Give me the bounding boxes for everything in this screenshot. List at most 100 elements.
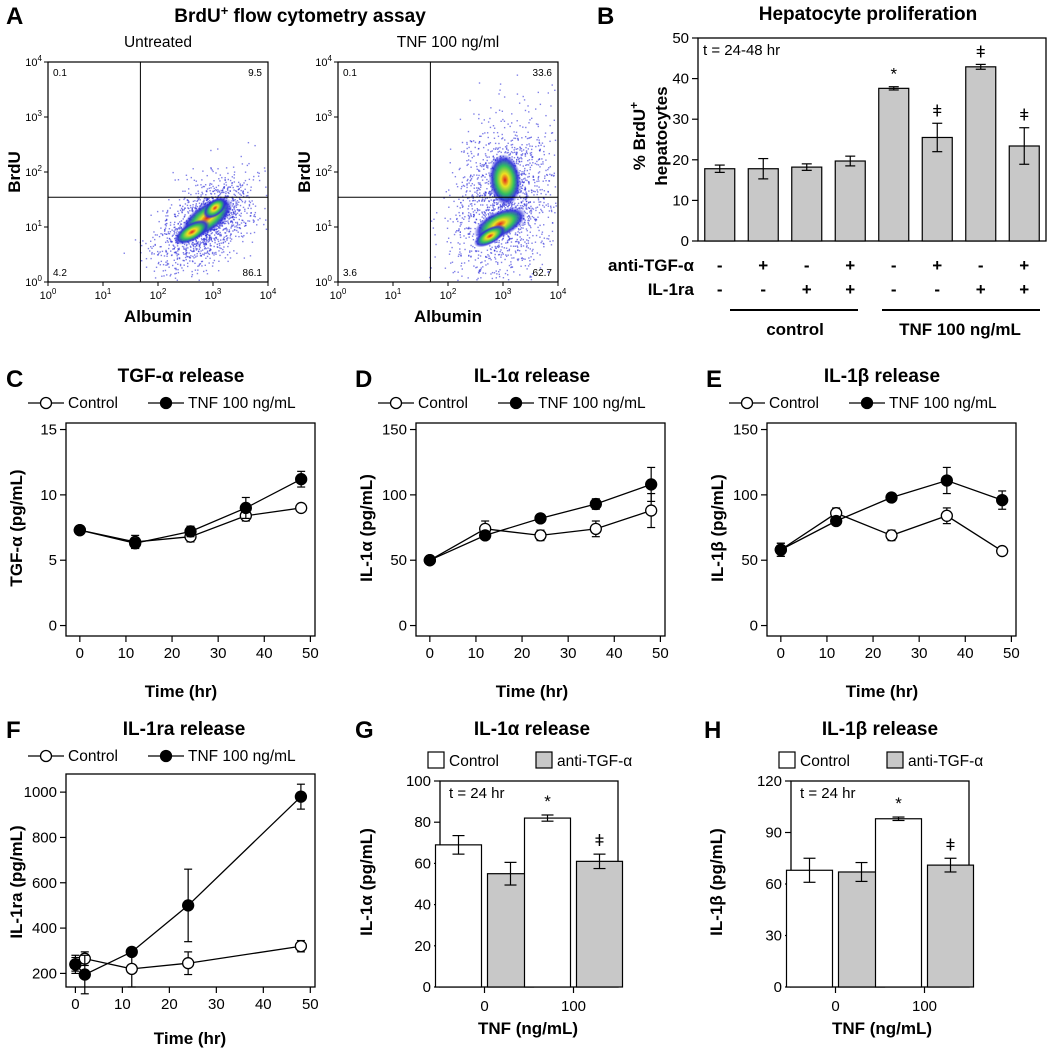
flow-event (233, 229, 236, 231)
flow-event (233, 250, 235, 252)
flow-event (526, 239, 528, 241)
flow-event (485, 144, 487, 146)
flow-event (488, 156, 490, 158)
flow-event (483, 211, 485, 213)
flow-event (166, 209, 169, 212)
flow-event (496, 203, 499, 205)
flow-event (464, 248, 466, 251)
flow-event (228, 229, 231, 231)
flow-event (223, 236, 225, 238)
flow-event (537, 164, 540, 166)
flow-event (194, 207, 196, 209)
flow-event (520, 238, 523, 240)
flow-event (227, 172, 229, 175)
flow-event (216, 231, 219, 233)
flow-event (521, 158, 523, 160)
flow-event (479, 255, 482, 257)
flow-event (484, 132, 486, 134)
flow-event (484, 260, 486, 262)
flow-event (514, 137, 517, 140)
flow-event (182, 190, 184, 192)
flow-event (194, 262, 196, 264)
flow-event (493, 202, 496, 204)
y-tick-label-d: 100 (382, 487, 407, 504)
y-tick-label-f: 400 (32, 920, 57, 937)
flow-event (206, 233, 208, 236)
flow-event (173, 248, 175, 250)
flow-event (175, 253, 178, 255)
flow-event (231, 200, 233, 202)
flow-event (188, 256, 191, 258)
flow-event (168, 244, 170, 246)
flow-event (173, 245, 175, 247)
row1-sign: + (932, 256, 942, 275)
flow-event (197, 243, 199, 245)
x-tick-label-d: 0 (426, 645, 434, 662)
flow-event (183, 253, 185, 255)
row2-sign: + (845, 280, 855, 299)
flow-event (216, 233, 219, 235)
flow-event (507, 151, 509, 154)
flow-event (543, 177, 546, 179)
flow-event (527, 202, 530, 204)
flow-event (181, 245, 184, 248)
flow-event (161, 234, 164, 237)
flow-event (232, 166, 235, 168)
flow-event (461, 141, 464, 144)
flow-event (542, 211, 544, 214)
flow-event (479, 170, 481, 172)
flow-event (527, 221, 529, 224)
flow-event (460, 253, 462, 255)
flow-event (215, 236, 218, 239)
flow-event (540, 192, 542, 195)
flow-event (537, 125, 540, 128)
legend-label: TNF 100 ng/mL (889, 395, 997, 412)
flow-event (212, 170, 214, 173)
flow-event (483, 163, 485, 166)
flow-event (190, 206, 192, 209)
flow-event (178, 228, 180, 230)
flow-event (524, 173, 527, 176)
flow-event (537, 176, 540, 179)
flow-event (195, 206, 197, 208)
flow-event (487, 136, 489, 139)
flow-event (530, 205, 532, 208)
flow-event (170, 240, 173, 242)
flow-event (511, 203, 514, 206)
flow-event (525, 242, 528, 245)
flow-event (217, 148, 219, 150)
flow-event (469, 213, 472, 215)
flow-event (190, 255, 192, 257)
flow-event (228, 230, 230, 233)
flow-event (519, 239, 522, 241)
flow-event (523, 221, 526, 223)
flow-event (545, 204, 547, 206)
flow-event (481, 211, 483, 213)
group-label-tnf: TNF 100 ng/mL (899, 320, 1021, 339)
flow-event (466, 186, 468, 189)
flow-event (443, 197, 445, 199)
flow-event (231, 182, 233, 184)
flow-event (516, 158, 518, 161)
flow-event (220, 242, 222, 244)
flow-event (236, 212, 239, 214)
flow-event (479, 186, 482, 188)
flow-event (527, 195, 529, 197)
flow-event (210, 193, 213, 195)
flow-event (166, 240, 169, 242)
flow-event (492, 200, 495, 202)
flow-event (519, 205, 522, 207)
flow-event (229, 190, 232, 192)
flow-event (231, 216, 234, 219)
significance-marker: ǂ (932, 101, 942, 120)
flow-event (210, 149, 212, 152)
flow-event (473, 174, 475, 176)
flow-event (491, 160, 493, 163)
flow-event (246, 212, 248, 214)
flow-event (497, 263, 499, 265)
flow-event (525, 207, 527, 210)
flow-event (479, 269, 481, 271)
flow-event (516, 152, 518, 154)
flow-event (160, 260, 163, 263)
flow-event (215, 186, 218, 189)
